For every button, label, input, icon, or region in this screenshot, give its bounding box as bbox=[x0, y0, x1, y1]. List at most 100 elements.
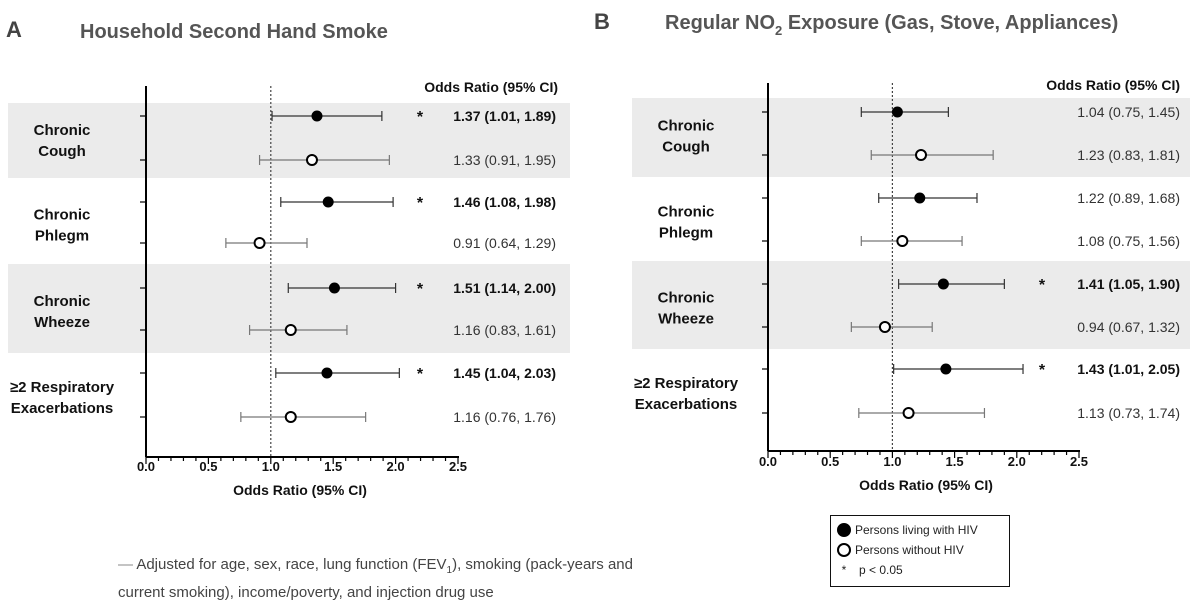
footnote-line1-sub: 1 bbox=[446, 565, 453, 576]
odds-ratio-label: 1.22 (0.89, 1.68) bbox=[1077, 190, 1180, 206]
panel-b: B Regular NO2 Exposure (Gas, Stove, Appli… bbox=[594, 9, 1190, 493]
legend-label-hiv: Persons living with HIV bbox=[855, 523, 978, 537]
group-label: Chronic Wheeze bbox=[34, 293, 91, 331]
odds-ratio-label: 1.08 (0.75, 1.56) bbox=[1077, 233, 1180, 249]
footnote-dash: — bbox=[118, 556, 133, 573]
significance-star: * bbox=[417, 195, 424, 212]
legend-label-significance: p < 0.05 bbox=[859, 563, 903, 577]
odds-ratio-label: 1.41 (1.05, 1.90) bbox=[1077, 276, 1180, 292]
point-estimate-no-hiv bbox=[902, 407, 915, 419]
group-label-line: ≥2 Respiratory bbox=[10, 379, 115, 396]
group-label-line: Phlegm bbox=[35, 228, 89, 245]
point-estimate-hiv bbox=[322, 196, 334, 208]
point-estimate-hiv bbox=[940, 363, 952, 375]
open-circle-icon bbox=[837, 543, 851, 557]
significance-star: * bbox=[841, 563, 847, 577]
odds-ratio-label: 1.23 (0.83, 1.81) bbox=[1077, 147, 1180, 163]
x-tick-label: 1.0 bbox=[262, 459, 280, 474]
odds-ratio-label: 1.16 (0.83, 1.61) bbox=[453, 322, 556, 338]
panel-letter: B bbox=[594, 9, 610, 34]
panel-letter: A bbox=[6, 17, 22, 42]
group-label: Chronic Cough bbox=[34, 122, 91, 160]
point-estimate-no-hiv bbox=[305, 154, 318, 166]
point-estimate-no-hiv bbox=[896, 235, 909, 247]
x-tick-label: 2.5 bbox=[1070, 454, 1088, 469]
significance-star: * bbox=[417, 281, 424, 298]
x-axis-title: Odds Ratio (95% CI) bbox=[233, 482, 367, 498]
x-tick-label: 1.5 bbox=[946, 454, 964, 469]
group-label-line: Chronic bbox=[658, 290, 715, 307]
x-tick-label: 2.5 bbox=[449, 459, 467, 474]
point-estimate-no-hiv bbox=[284, 411, 297, 423]
column-header: Odds Ratio (95% CI) bbox=[424, 79, 558, 95]
group-label-line: ≥2 Respiratory bbox=[634, 375, 739, 392]
group-label-line: Exacerbations bbox=[635, 396, 738, 413]
shaded-band bbox=[8, 264, 570, 353]
panel-title-main: Regular NO bbox=[665, 12, 775, 34]
footnote: — Adjusted for age, sex, race, lung func… bbox=[118, 554, 758, 604]
point-estimate-hiv bbox=[891, 106, 903, 118]
group-label-line: Exacerbations bbox=[11, 400, 114, 417]
point-estimate-no-hiv bbox=[915, 149, 928, 161]
odds-ratio-label: 1.04 (0.75, 1.45) bbox=[1077, 104, 1180, 120]
x-tick-label: 0.0 bbox=[137, 459, 155, 474]
group-label-line: Cough bbox=[662, 139, 709, 156]
legend-item-hiv: Persons living with HIV bbox=[837, 520, 1003, 540]
panel-title-subscript: 2 bbox=[775, 23, 782, 38]
footnote-line2: current smoking), income/poverty, and in… bbox=[118, 584, 494, 601]
point-estimate-no-hiv bbox=[284, 324, 297, 336]
x-tick-label: 2.0 bbox=[387, 459, 405, 474]
footnote-line1-pre: Adjusted for age, sex, race, lung functi… bbox=[133, 556, 447, 573]
panel-title: Household Second Hand Smoke bbox=[80, 21, 388, 43]
point-estimate-hiv bbox=[937, 278, 949, 290]
odds-ratio-label: 1.37 (1.01, 1.89) bbox=[453, 108, 556, 124]
group-label-line: Phlegm bbox=[659, 225, 713, 242]
odds-ratio-label: 1.43 (1.01, 2.05) bbox=[1077, 361, 1180, 377]
odds-ratio-label: 0.91 (0.64, 1.29) bbox=[453, 235, 556, 251]
panel-a: A Household Second Hand Smoke Odds Ratio (… bbox=[6, 17, 570, 498]
legend: Persons living with HIV Persons without … bbox=[830, 515, 1010, 587]
significance-star: * bbox=[1039, 362, 1046, 379]
odds-ratio-label: 1.33 (0.91, 1.95) bbox=[453, 152, 556, 168]
footnote-line1-post: ), smoking (pack-years and bbox=[452, 556, 633, 573]
x-tick-label: 0.0 bbox=[759, 454, 777, 469]
group-label: Chronic Phlegm bbox=[658, 204, 715, 242]
panel-title: Regular NO2 Exposure (Gas, Stove, Applia… bbox=[665, 12, 1118, 38]
significance-star: * bbox=[1039, 277, 1046, 294]
group-label: ≥2 Respiratory Exacerbations bbox=[10, 379, 115, 417]
significance-star: * bbox=[417, 366, 424, 383]
x-tick-label: 1.0 bbox=[883, 454, 901, 469]
group-label-line: Chronic bbox=[34, 122, 91, 139]
group-label: ≥2 Respiratory Exacerbations bbox=[634, 375, 739, 413]
odds-ratio-label: 1.51 (1.14, 2.00) bbox=[453, 280, 556, 296]
odds-ratio-label: 0.94 (0.67, 1.32) bbox=[1077, 319, 1180, 335]
panel-title-main: Household Second Hand Smoke bbox=[80, 21, 388, 43]
group-label: Chronic Cough bbox=[658, 118, 715, 156]
x-axis-title: Odds Ratio (95% CI) bbox=[859, 477, 993, 493]
shaded-band bbox=[632, 98, 1190, 177]
group-label-line: Wheeze bbox=[658, 311, 714, 328]
point-estimate-hiv bbox=[328, 282, 340, 294]
x-tick-label: 2.0 bbox=[1008, 454, 1026, 469]
panel-title-rest: Exposure (Gas, Stove, Appliances) bbox=[782, 12, 1118, 34]
group-label-line: Chronic bbox=[34, 207, 91, 224]
odds-ratio-label: 1.45 (1.04, 2.03) bbox=[453, 365, 556, 381]
group-label-line: Cough bbox=[38, 143, 85, 160]
legend-item-no-hiv: Persons without HIV bbox=[837, 540, 1003, 560]
point-estimate-no-hiv bbox=[253, 237, 266, 249]
legend-item-significance: * p < 0.05 bbox=[837, 560, 1003, 580]
filled-circle-icon bbox=[837, 523, 851, 537]
odds-ratio-label: 1.16 (0.76, 1.76) bbox=[453, 409, 556, 425]
x-tick-label: 0.5 bbox=[199, 459, 217, 474]
odds-ratio-label: 1.13 (0.73, 1.74) bbox=[1077, 405, 1180, 421]
group-label-line: Chronic bbox=[658, 204, 715, 221]
group-label-line: Wheeze bbox=[34, 314, 90, 331]
group-label-line: Chronic bbox=[34, 293, 91, 310]
point-estimate-hiv bbox=[311, 110, 323, 122]
significance-star: * bbox=[417, 109, 424, 126]
legend-label-no-hiv: Persons without HIV bbox=[855, 543, 964, 557]
odds-ratio-label: 1.46 (1.08, 1.98) bbox=[453, 194, 556, 210]
point-estimate-hiv bbox=[321, 367, 333, 379]
point-estimate-no-hiv bbox=[878, 321, 891, 333]
